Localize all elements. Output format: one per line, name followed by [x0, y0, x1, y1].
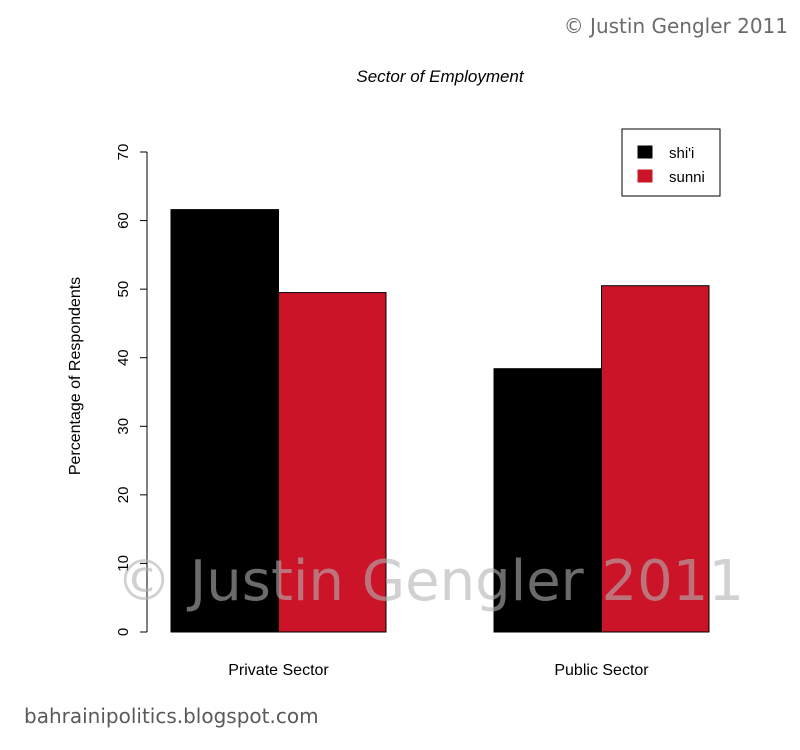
- legend-swatch: [637, 169, 653, 183]
- chart-title: Sector of Employment: [356, 67, 525, 86]
- y-tick-label: 0: [115, 628, 132, 636]
- y-tick-label: 10: [115, 555, 132, 572]
- legend-label: sunni: [669, 169, 705, 186]
- legend-box: [621, 128, 721, 197]
- x-axis-labels: Private Sector Public Sector: [228, 662, 649, 679]
- legend-label: shi'i: [669, 145, 694, 162]
- blog-url: bahrainipolitics.blogspot.com: [24, 704, 319, 728]
- bar: [278, 292, 387, 633]
- legend-swatch: [637, 145, 653, 159]
- y-tick-label: 20: [115, 487, 132, 504]
- y-axis: 0 10 20 30 40 50 60 70: [115, 144, 148, 636]
- copyright-notice: © Justin Gengler 2011: [563, 14, 788, 38]
- y-tick-label: 50: [115, 281, 132, 298]
- bar: [601, 285, 710, 633]
- bar: [493, 368, 602, 633]
- legend: shi'i sunni: [621, 128, 721, 197]
- bars: [170, 209, 710, 633]
- y-tick-label: 40: [115, 349, 132, 366]
- bar: [170, 209, 279, 633]
- y-tick-label: 30: [115, 418, 132, 435]
- watermark: © Justin Gengler 2011: [116, 549, 744, 614]
- x-category-label: Private Sector: [228, 662, 329, 679]
- y-tick-label: 70: [115, 144, 132, 161]
- x-category-label: Public Sector: [554, 662, 649, 679]
- y-axis-label: Percentage of Respondents: [67, 277, 84, 475]
- y-tick-label: 60: [115, 212, 132, 229]
- bar-chart: Sector of Employment 0 10 20 30 40 50 60 70 Per…: [67, 67, 744, 679]
